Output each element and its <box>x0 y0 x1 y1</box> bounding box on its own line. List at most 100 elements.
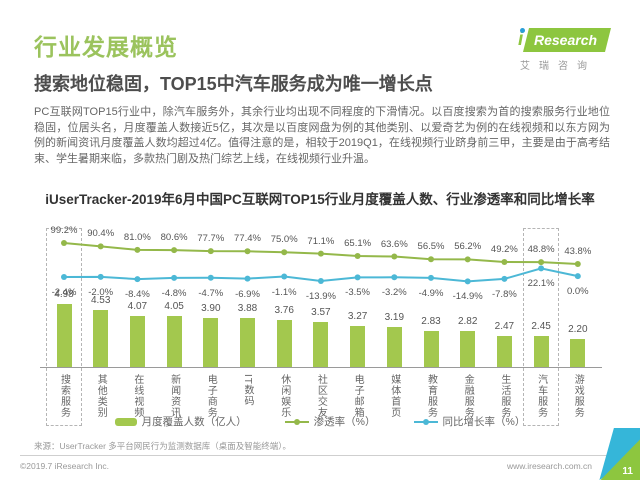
penetration-line-point <box>391 253 398 260</box>
growth-rate-label: -2.0% <box>88 286 114 298</box>
penetration-line-point <box>171 247 178 254</box>
footer-divider <box>20 455 620 456</box>
bar-在线视频 <box>129 315 145 367</box>
growth-line <box>63 267 579 283</box>
legend-label: 同比增长率（%） <box>442 416 526 428</box>
bar-value-label: 3.57 <box>311 307 331 319</box>
legend-label: 渗透率（%） <box>313 416 376 428</box>
growth-line-point <box>97 273 104 280</box>
legend-line-swatch <box>413 418 438 425</box>
legend-item: 同比增长率（%） <box>413 414 526 429</box>
footer-copyright: ©2019.7 iResearch Inc. <box>20 461 109 471</box>
growth-rate-label: -8.4% <box>124 289 150 301</box>
page-title: 行业发展概览 <box>34 34 178 60</box>
penetration-rate-label: 56.5% <box>417 241 445 253</box>
growth-rate-label: -7.8% <box>491 288 517 300</box>
body-paragraph: PC互联网TOP15行业中，除汽车服务外，其余行业均出现不同程度的下滑情况。以百… <box>34 106 610 165</box>
corner-decoration: 11 <box>582 428 640 480</box>
penetration-line-point <box>317 250 324 257</box>
growth-line-point <box>244 275 251 282</box>
category-label: 休闲娱乐 <box>278 374 290 418</box>
bar-搜索服务 <box>56 304 72 367</box>
category-label: 新闻资讯 <box>168 374 180 418</box>
category-label: 媒体首页 <box>388 374 400 418</box>
legend-item: 渗透率（%） <box>284 414 376 429</box>
penetration-rate-label: 75.0% <box>270 234 298 246</box>
bar-value-label: 2.45 <box>531 321 551 333</box>
growth-rate-label: -4.7% <box>198 287 224 299</box>
penetration-rate-label: 90.4% <box>87 228 115 240</box>
bar-生活服务 <box>496 335 512 367</box>
growth-line-point <box>464 278 471 285</box>
penetration-rate-label: 63.6% <box>380 238 408 250</box>
bar-电子商务 <box>203 317 219 367</box>
logo-chinese-text: 艾瑞咨询 <box>520 61 596 72</box>
penetration-rate-label: 43.8% <box>564 246 592 258</box>
penetration-rate-label: 49.2% <box>490 244 518 255</box>
penetration-line <box>63 242 578 266</box>
penetration-line-point <box>501 259 508 265</box>
penetration-rate-label: 65.1% <box>344 237 372 249</box>
legend-item: 月度覆盖人数（亿人） <box>114 414 247 429</box>
bar-IT数码 <box>240 318 255 367</box>
growth-rate-label: -6.9% <box>235 288 260 300</box>
chart-title: iUserTracker-2019年6月中国PC互联网TOP15行业月度覆盖人数… <box>45 192 595 207</box>
bar-value-label: 3.76 <box>274 304 294 316</box>
growth-rate-label: -2.4% <box>51 287 77 298</box>
legend-line-dot <box>293 418 300 425</box>
bar-value-label: 4.05 <box>164 300 184 312</box>
penetration-rate-label: 77.7% <box>197 233 225 245</box>
penetration-rate-label: 71.1% <box>307 235 335 247</box>
category-label: 其他类别 <box>95 374 107 418</box>
category-label: 搜索服务 <box>58 374 70 418</box>
page-number: 11 <box>622 466 633 477</box>
chart-legend: 月度覆盖人数（亿人） 渗透率（%） 同比增长率（%） <box>0 414 640 429</box>
bar-电子邮箱 <box>350 325 366 367</box>
legend-bar-swatch <box>114 417 137 426</box>
bar-游戏服务 <box>570 339 586 367</box>
growth-line-point <box>171 274 178 281</box>
bar-休闲娱乐 <box>276 319 292 367</box>
penetration-line-point <box>464 256 471 263</box>
growth-rate-label: -3.5% <box>345 287 371 299</box>
penetration-rate-label: 48.8% <box>527 244 555 256</box>
legend-line-dot <box>422 418 429 425</box>
growth-line-point <box>428 274 434 281</box>
growth-rate-label: -13.9% <box>305 291 336 303</box>
growth-rate-label: -3.2% <box>381 287 407 299</box>
growth-line-point <box>207 274 214 281</box>
bar-其他类别 <box>93 309 109 367</box>
penetration-line-point <box>354 252 361 259</box>
penetration-rate-label: 99.2% <box>50 225 78 236</box>
penetration-rate-label: 56.2% <box>454 241 482 253</box>
bar-金融服务 <box>460 331 476 367</box>
bar-value-label: 3.27 <box>347 310 368 322</box>
bar-新闻资讯 <box>166 315 182 367</box>
penetration-rate-label: 81.0% <box>123 231 151 243</box>
bar-value-label: 4.98 <box>54 289 74 301</box>
penetration-rate-label: 77.4% <box>234 233 261 245</box>
category-label: IT数码 <box>242 374 253 407</box>
growth-line-point <box>391 274 398 281</box>
growth-rate-label: 22.1% <box>527 278 555 290</box>
growth-line-point <box>538 265 545 272</box>
logo-brand-text: Research <box>534 32 598 48</box>
penetration-line-point <box>207 248 214 255</box>
category-label: 电子商务 <box>205 374 217 418</box>
bar-value-label: 2.47 <box>494 320 515 332</box>
bar-value-label: 4.53 <box>90 294 111 306</box>
growth-line-point <box>354 274 361 281</box>
source-note: 来源：UserTracker 多平台网民行为监测数据库（桌面及智能终端）。 <box>34 441 292 451</box>
highlight-box-汽车服务 <box>523 228 560 426</box>
bar-value-label: 3.19 <box>384 311 405 323</box>
bar-value-label: 2.82 <box>457 316 478 328</box>
penetration-rate-label: 80.6% <box>160 232 188 244</box>
bar-媒体首页 <box>386 326 402 367</box>
bar-value-label: 3.88 <box>237 303 258 315</box>
growth-line-point <box>317 278 324 285</box>
category-label: 在线视频 <box>131 374 143 418</box>
growth-rate-label: -1.1% <box>271 286 297 298</box>
penetration-line-point <box>428 256 434 263</box>
growth-rate-label: -4.8% <box>161 287 187 299</box>
